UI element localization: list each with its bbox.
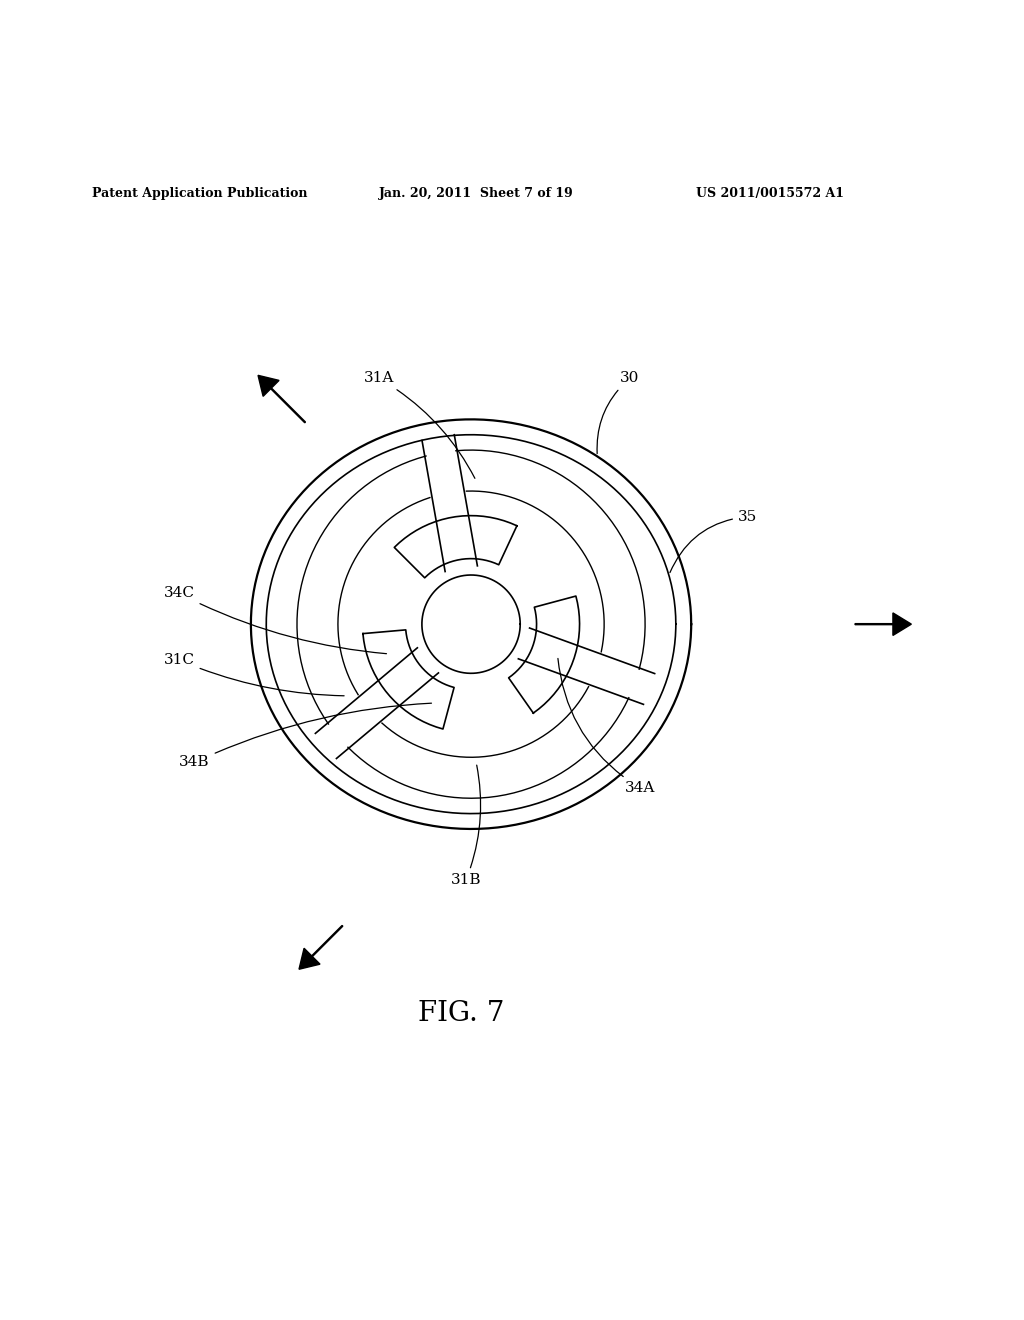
- Text: US 2011/0015572 A1: US 2011/0015572 A1: [696, 187, 845, 199]
- FancyArrow shape: [299, 925, 343, 969]
- FancyArrow shape: [855, 612, 911, 635]
- Text: 34C: 34C: [164, 586, 386, 653]
- Text: Jan. 20, 2011  Sheet 7 of 19: Jan. 20, 2011 Sheet 7 of 19: [379, 187, 573, 199]
- Text: 31B: 31B: [451, 766, 481, 887]
- Text: 35: 35: [670, 510, 757, 573]
- Text: 31C: 31C: [164, 653, 344, 696]
- Text: 30: 30: [597, 371, 639, 454]
- Text: 34A: 34A: [558, 659, 655, 795]
- Text: 34B: 34B: [179, 704, 431, 770]
- FancyArrow shape: [258, 375, 305, 422]
- Text: Patent Application Publication: Patent Application Publication: [92, 187, 307, 199]
- Text: FIG. 7: FIG. 7: [418, 999, 504, 1027]
- Text: 31A: 31A: [364, 371, 475, 478]
